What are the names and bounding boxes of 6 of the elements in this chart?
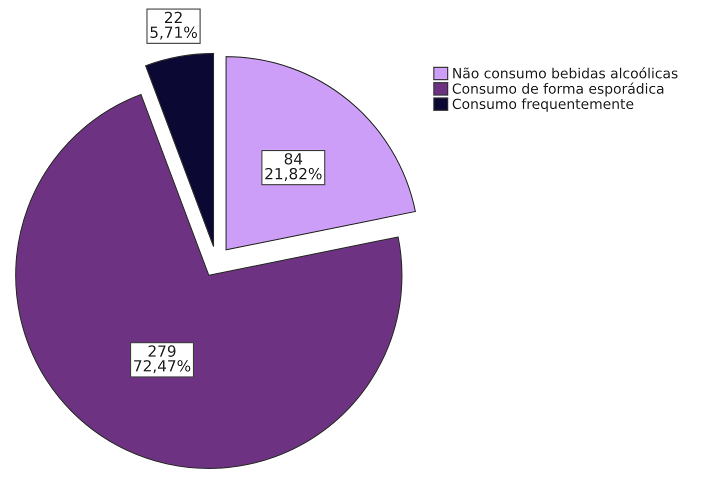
data-label: 22 5,71%: [150, 12, 197, 40]
legend-label: Não consumo bebidas alcoólicas: [453, 67, 678, 78]
legend-label: Consumo de forma esporádica: [452, 82, 664, 97]
data-label: 84 21,82%: [265, 153, 322, 182]
data-label: 279 72,47%: [134, 345, 190, 374]
legend-label: Consumo frequentemente: [452, 98, 634, 112]
